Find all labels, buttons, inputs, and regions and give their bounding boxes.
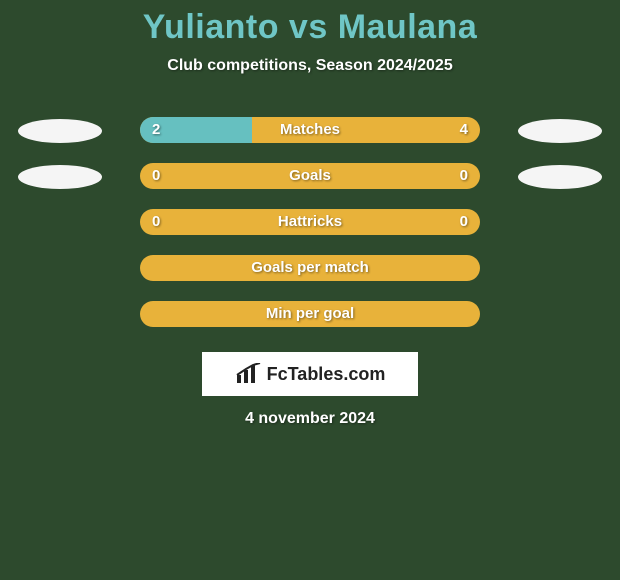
stat-right-value: 4 <box>460 117 468 143</box>
subtitle: Club competitions, Season 2024/2025 <box>0 57 620 75</box>
stat-right-value: 0 <box>460 163 468 189</box>
flag-left <box>18 165 102 189</box>
flag-left <box>18 119 102 143</box>
stat-row: Goals per match <box>0 255 620 281</box>
date-line: 4 november 2024 <box>0 410 620 428</box>
stat-row: Hattricks0 0 <box>0 209 620 235</box>
stat-left-value: 2 <box>152 117 160 143</box>
stat-right-value: 0 <box>460 209 468 235</box>
stat-label: Matches <box>140 117 480 143</box>
stat-label: Hattricks <box>140 209 480 235</box>
stat-bar: Matches2 4 <box>140 117 480 143</box>
stats-rows: Matches24Goals00Hattricks00Goals per mat… <box>0 117 620 327</box>
stat-left-value: 0 <box>152 163 160 189</box>
site-logo: FcTables.com <box>202 352 418 396</box>
stat-bar: Min per goal <box>140 301 480 327</box>
stat-label: Goals <box>140 163 480 189</box>
stat-bar: Goals0 0 <box>140 163 480 189</box>
comparison-infographic: Yulianto vs Maulana Club competitions, S… <box>0 0 620 580</box>
stat-label: Min per goal <box>140 301 480 327</box>
page-title: Yulianto vs Maulana <box>0 0 620 47</box>
stat-row: Min per goal <box>0 301 620 327</box>
flag-right <box>518 165 602 189</box>
stat-row: Goals0 0 <box>0 163 620 189</box>
logo-text: FcTables.com <box>267 364 386 385</box>
stat-row: Matches2 4 <box>0 117 620 143</box>
bars-icon <box>235 363 263 385</box>
stat-bar: Hattricks0 0 <box>140 209 480 235</box>
stat-label: Goals per match <box>140 255 480 281</box>
stat-bar: Goals per match <box>140 255 480 281</box>
stat-left-value: 0 <box>152 209 160 235</box>
flag-right <box>518 119 602 143</box>
